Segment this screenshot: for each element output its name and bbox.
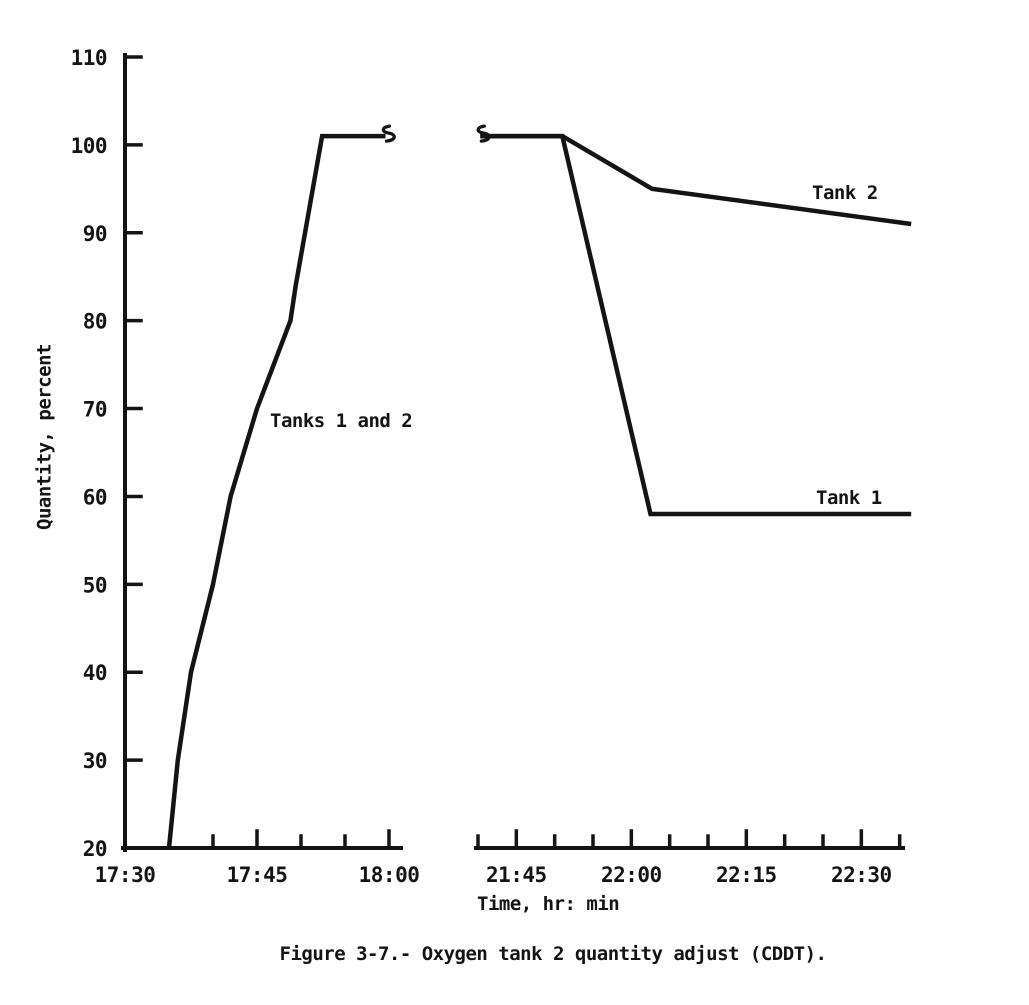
series-line-tanks-1-and-2 bbox=[166, 133, 386, 849]
x-tick-label: 22:00 bbox=[601, 863, 662, 887]
x-tick-label: 17:30 bbox=[95, 863, 156, 887]
y-tick-label: 70 bbox=[83, 398, 107, 422]
x-tick-label: 17:45 bbox=[227, 863, 288, 887]
y-tick-label: 30 bbox=[83, 749, 107, 773]
x-tick-label: 22:30 bbox=[831, 863, 892, 887]
y-tick-label: 100 bbox=[71, 134, 107, 158]
series-line-tank-2 bbox=[480, 133, 912, 227]
y-tick-label: 110 bbox=[71, 46, 107, 70]
axis-break-squiggle bbox=[381, 124, 396, 143]
y-tick-label: 20 bbox=[83, 837, 107, 861]
y-tick-label: 40 bbox=[83, 661, 107, 685]
y-tick-label: 50 bbox=[83, 573, 107, 597]
series-label-tank-1: Tank 1 bbox=[816, 487, 882, 509]
y-axis-title: Quantity, percent bbox=[33, 344, 56, 530]
x-axis-title: Time, hr: min bbox=[477, 893, 620, 915]
figure-caption: Figure 3-7.- Oxygen tank 2 quantity adju… bbox=[279, 943, 827, 965]
x-tick-label: 21:45 bbox=[486, 863, 547, 887]
y-tick-label: 90 bbox=[83, 222, 107, 246]
y-tick-label: 60 bbox=[83, 485, 107, 509]
x-tick-label: 18:00 bbox=[359, 863, 420, 887]
series-label-tanks-1-and-2: Tanks 1 and 2 bbox=[270, 410, 413, 432]
x-tick-label: 22:15 bbox=[716, 863, 777, 887]
axis-break-squiggle bbox=[476, 124, 491, 143]
series-label-tank-2: Tank 2 bbox=[812, 182, 878, 204]
y-tick-label: 80 bbox=[83, 310, 107, 334]
